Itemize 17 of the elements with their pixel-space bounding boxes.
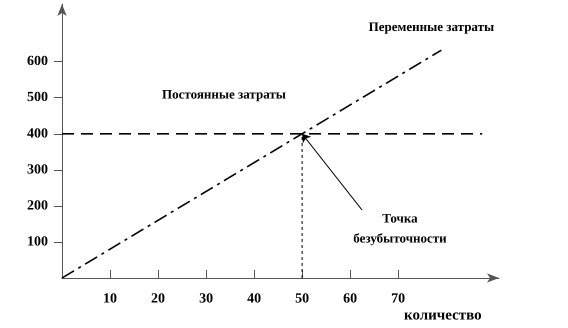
annotation: Точка безубыточности <box>353 210 448 246</box>
y-tick-label: 100 <box>27 234 48 250</box>
x-tick-label: 10 <box>103 292 118 306</box>
y-tick-label: 500 <box>27 90 48 106</box>
series-label: Переменные затраты <box>368 19 494 34</box>
y-tick-label: 200 <box>27 198 48 214</box>
y-tick-label: 300 <box>27 162 48 178</box>
text: Постоянные затраты <box>162 86 286 102</box>
y-tick-label: 600 <box>27 54 48 70</box>
x-tick-label: 20 <box>151 292 166 306</box>
x-tick-label: 50 <box>295 292 310 306</box>
x-tick-label: 40 <box>247 292 262 306</box>
x-tick-label: 70 <box>391 292 406 306</box>
y-tick-label: 400 <box>27 126 48 142</box>
x-axis-title: количество <box>404 308 482 324</box>
x-tick-label: 60 <box>343 292 358 306</box>
x-tick-label: 30 <box>199 292 214 306</box>
